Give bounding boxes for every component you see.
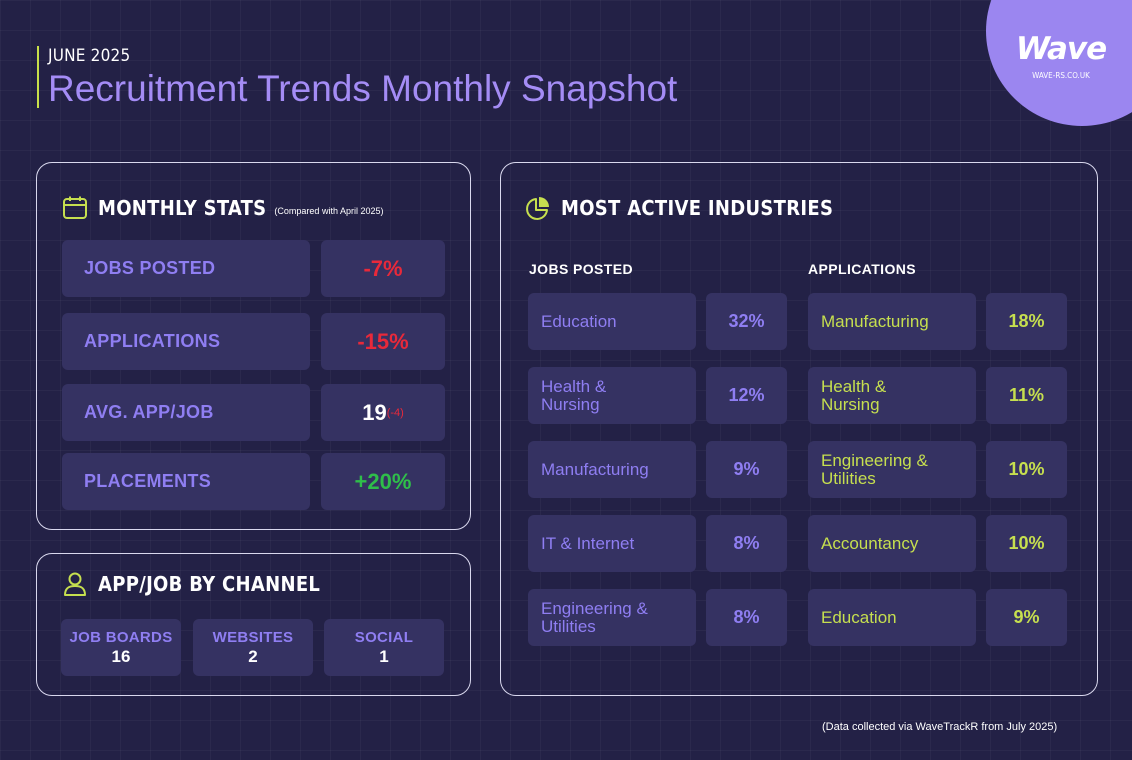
logo: Wave	[1015, 31, 1107, 67]
industry-name-tile: Engineering & Utilities	[528, 589, 696, 646]
industry-name-tile: Engineering & Utilities	[808, 441, 976, 498]
channel-value: 2	[248, 646, 258, 666]
industry-pct-tile: 12%	[706, 367, 787, 424]
stat-label-tile: PLACEMENTS	[62, 453, 310, 510]
monthly-stats-card	[36, 162, 471, 530]
jobs-posted-heading: JOBS POSTED	[529, 261, 633, 277]
stat-change: (-4)	[386, 406, 404, 419]
applications-heading: APPLICATIONS	[808, 261, 916, 277]
industry-name-tile: Health & Nursing	[528, 367, 696, 424]
stat-label-tile: AVG. APP/JOB	[62, 384, 310, 441]
page-header: JUNE 2025 Recruitment Trends Monthly Sna…	[37, 46, 678, 109]
user-icon	[64, 572, 86, 596]
industry-pct-tile: 8%	[706, 589, 787, 646]
industry-name: Health & Nursing	[821, 376, 887, 414]
industries-heading: MOST ACTIVE INDUSTRIES	[525, 195, 833, 221]
channel-tile: SOCIAL 1	[324, 619, 444, 676]
industry-pct: 10%	[1008, 459, 1045, 479]
industry-name-tile: Education	[808, 589, 976, 646]
channel-tile: WEBSITES 2	[193, 619, 313, 676]
channel-title: APP/JOB BY CHANNEL	[98, 572, 321, 596]
industry-pct: 8%	[733, 533, 760, 553]
industry-name-tile: Manufacturing	[528, 441, 696, 498]
industry-pct-tile: 8%	[706, 515, 787, 572]
stat-value: -7%	[363, 255, 403, 281]
monthly-stats-title: MONTHLY STATS	[98, 196, 267, 220]
industry-name: Accountancy	[821, 533, 919, 553]
industry-name: Education	[541, 311, 617, 331]
data-source-note: (Data collected via WaveTrackR from July…	[822, 721, 1058, 733]
channel-label: JOB BOARDS	[69, 628, 173, 646]
industry-name-tile: Health & Nursing	[808, 367, 976, 424]
stat-value-tile: +20%	[321, 453, 445, 510]
monthly-stats-heading: MONTHLY STATS (Compared with April 2025)	[62, 195, 383, 221]
report-month: JUNE 2025	[48, 46, 131, 66]
industry-name: IT & Internet	[541, 533, 635, 553]
comparison-note: (Compared with April 2025)	[274, 206, 384, 216]
industry-pct: 18%	[1008, 311, 1045, 331]
industry-name: Manufacturing	[541, 459, 649, 479]
logo-url: WAVE-RS.CO.UK	[1032, 71, 1090, 80]
industry-name-tile: Manufacturing	[808, 293, 976, 350]
industry-pct: 8%	[733, 607, 760, 627]
industry-name: Manufacturing	[821, 311, 929, 331]
stat-label: PLACEMENTS	[84, 471, 212, 491]
channel-card	[36, 553, 471, 696]
channel-heading: APP/JOB BY CHANNEL	[62, 571, 320, 597]
industry-pct-tile: 11%	[986, 367, 1067, 424]
industries-card	[500, 162, 1098, 696]
industry-pct-tile: 10%	[986, 441, 1067, 498]
stat-value: -15%	[357, 328, 409, 354]
channel-value: 1	[379, 646, 389, 666]
industry-pct: 10%	[1008, 533, 1045, 553]
calendar-icon	[63, 196, 87, 219]
industry-pct: 9%	[733, 459, 760, 479]
industry-name: Engineering & Utilities	[821, 450, 928, 488]
channel-tile: JOB BOARDS 16	[61, 619, 181, 676]
stat-value-tile: -7%	[321, 240, 445, 297]
industry-name-tile: Accountancy	[808, 515, 976, 572]
stat-label-tile: JOBS POSTED	[62, 240, 310, 297]
industry-name: Education	[821, 607, 897, 627]
channel-label: SOCIAL	[354, 628, 414, 646]
industry-pct-tile: 10%	[986, 515, 1067, 572]
stat-value-tile: 19 (-4)	[321, 384, 445, 441]
industry-pct: 32%	[728, 311, 765, 331]
industry-pct: 9%	[1013, 607, 1040, 627]
stat-value: +20%	[354, 468, 412, 494]
stat-label: AVG. APP/JOB	[84, 402, 214, 422]
industries-title: MOST ACTIVE INDUSTRIES	[561, 196, 834, 220]
industry-name: Engineering & Utilities	[541, 598, 648, 636]
industry-name: Health & Nursing	[541, 376, 607, 414]
industry-name-tile: Education	[528, 293, 696, 350]
stat-label-tile: APPLICATIONS	[62, 313, 310, 370]
stat-label: JOBS POSTED	[84, 258, 216, 278]
stat-value: 19	[362, 399, 387, 425]
channel-value: 16	[111, 646, 131, 666]
pie-chart-icon	[526, 197, 549, 220]
industry-pct: 12%	[728, 385, 765, 405]
industry-pct-tile: 9%	[706, 441, 787, 498]
industry-pct: 11%	[1008, 385, 1045, 405]
channel-label: WEBSITES	[212, 628, 294, 646]
stat-label: APPLICATIONS	[84, 331, 221, 351]
industry-name-tile: IT & Internet	[528, 515, 696, 572]
industry-pct-tile: 9%	[986, 589, 1067, 646]
industry-pct-tile: 18%	[986, 293, 1067, 350]
industry-pct-tile: 32%	[706, 293, 787, 350]
stat-value-tile: -15%	[321, 313, 445, 370]
page-title: Recruitment Trends Monthly Snapshot	[48, 68, 678, 109]
